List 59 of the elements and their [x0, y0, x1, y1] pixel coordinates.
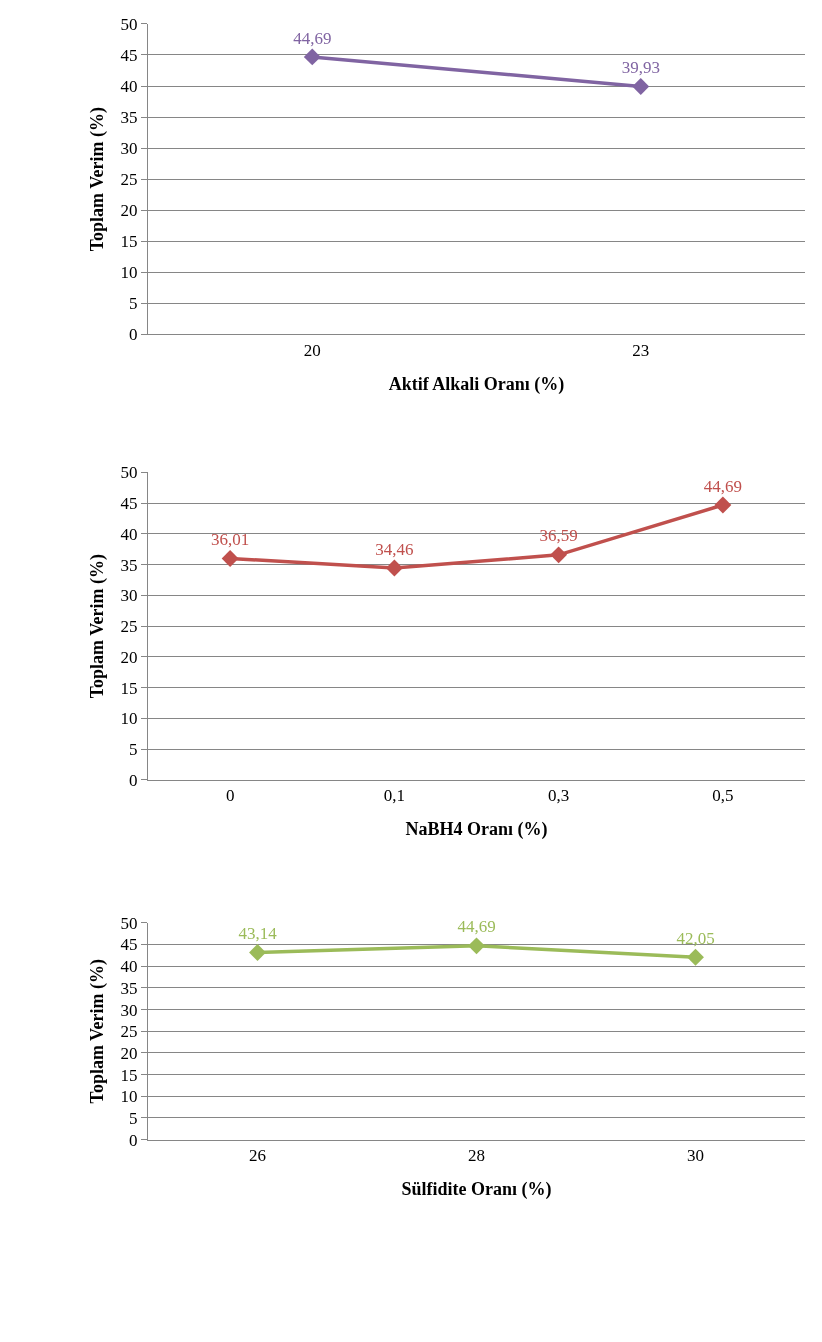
- y-tick-label: 45: [120, 45, 138, 65]
- data-label: 44,69: [293, 28, 332, 48]
- y-tick-label: 0: [129, 770, 138, 790]
- y-tick-label: 30: [120, 586, 138, 606]
- y-tick-label: 35: [120, 108, 138, 128]
- data-label: 34,46: [375, 539, 414, 559]
- x-axis-title: Aktif Alkali Oranı (%): [388, 373, 565, 395]
- data-label: 44,69: [457, 917, 496, 937]
- x-tick-label: 26: [249, 1146, 266, 1166]
- y-tick-label: 20: [120, 201, 138, 221]
- y-tick-label: 40: [120, 524, 138, 544]
- y-tick-label: 15: [120, 232, 138, 252]
- data-label: 42,05: [676, 928, 715, 948]
- y-tick-label: 5: [129, 740, 138, 760]
- y-tick-label: 10: [120, 1087, 138, 1107]
- y-tick-label: 5: [129, 294, 138, 314]
- data-label: 39,93: [621, 58, 660, 78]
- x-tick-label: 0,5: [712, 786, 734, 806]
- x-tick-label: 0,3: [548, 786, 570, 806]
- y-tick-label: 45: [120, 494, 138, 514]
- x-axis-title: NaBH4 Oranı (%): [405, 819, 548, 841]
- y-tick-label: 0: [129, 1130, 138, 1150]
- y-tick-label: 20: [120, 647, 138, 667]
- y-tick-label: 0: [129, 325, 138, 345]
- y-tick-label: 50: [120, 913, 138, 933]
- point: [550, 546, 568, 564]
- y-tick-label: 5: [129, 1108, 138, 1128]
- y-tick-label: 45: [120, 935, 138, 955]
- y-tick-label: 40: [120, 957, 138, 977]
- y-tick-label: 50: [120, 463, 138, 483]
- x-tick-label: 30: [687, 1146, 704, 1166]
- y-axis-title: Toplam Verim (%): [86, 959, 108, 1104]
- y-tick-label: 10: [120, 263, 138, 283]
- x-tick-label: 0,1: [383, 786, 406, 806]
- y-tick-label: 40: [120, 76, 138, 96]
- y-tick-label: 35: [120, 978, 138, 998]
- y-tick-label: 30: [120, 1000, 138, 1020]
- data-label: 36,01: [211, 530, 250, 550]
- point: [221, 549, 239, 567]
- y-tick-label: 25: [120, 1022, 138, 1042]
- y-tick-label: 15: [120, 678, 138, 698]
- y-tick-label: 20: [120, 1043, 138, 1063]
- data-label: 44,69: [703, 476, 743, 496]
- y-tick-label: 35: [120, 555, 138, 575]
- point: [714, 496, 732, 514]
- x-axis-title: Sülfidite Oranı (%): [401, 1179, 552, 1201]
- x-tick-label: 28: [468, 1146, 485, 1166]
- x-tick-label: 23: [632, 340, 650, 360]
- y-tick-label: 25: [120, 170, 138, 190]
- y-tick-label: 15: [120, 1065, 138, 1085]
- y-tick-label: 10: [120, 709, 138, 729]
- y-tick-label: 25: [120, 617, 138, 637]
- point: [385, 559, 403, 577]
- x-tick-label: 0: [225, 786, 235, 806]
- data-label: 43,14: [238, 924, 278, 944]
- y-tick-label: 30: [120, 139, 138, 159]
- y-tick-label: 50: [120, 14, 138, 34]
- y-axis-title: Toplam Verim (%): [86, 553, 108, 699]
- y-axis-title: Toplam Verim (%): [86, 106, 108, 252]
